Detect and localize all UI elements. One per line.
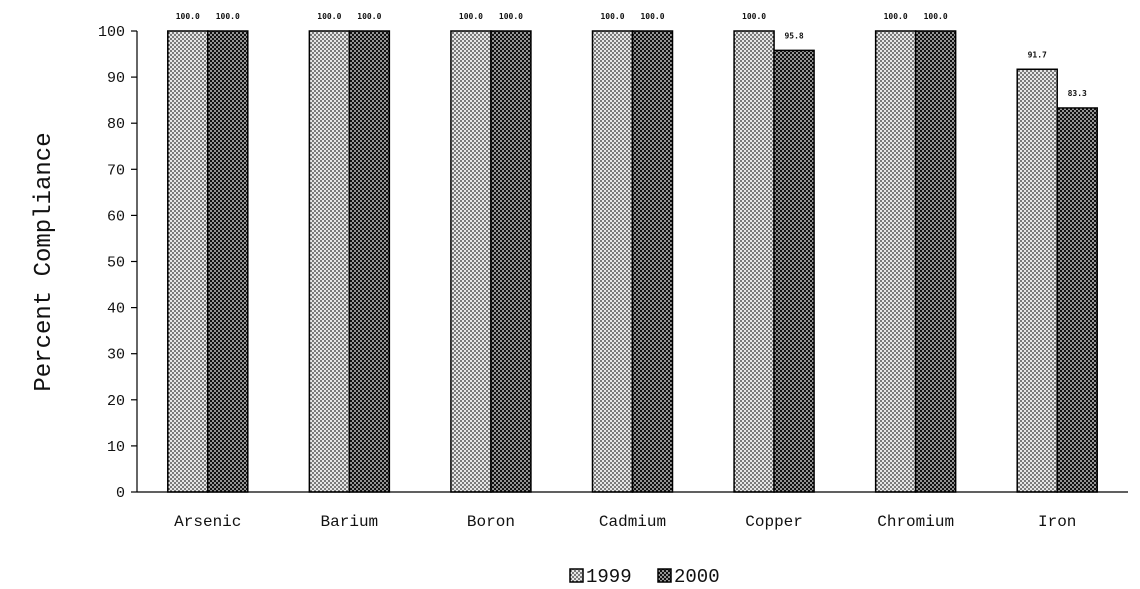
x-tick-label-cadmium: Cadmium: [599, 513, 666, 531]
legend: 1999 2000: [569, 566, 720, 588]
bar-2000-chromium: [914, 30, 957, 493]
x-tick-label-boron: Boron: [467, 513, 515, 531]
data-label-1999-arsenic: 100.0: [176, 12, 200, 21]
bar-1999-copper: [733, 30, 775, 493]
x-tick-label-barium: Barium: [321, 513, 379, 531]
legend-label-2000: 2000: [674, 566, 720, 588]
y-tick-label: 60: [107, 208, 125, 225]
legend-swatch-1999: [569, 568, 584, 583]
y-tick-label: 30: [107, 347, 125, 364]
data-label-1999-cadmium: 100.0: [600, 12, 624, 21]
legend-label-1999: 1999: [586, 566, 632, 588]
y-tick-label: 90: [107, 70, 125, 87]
y-tick-label: 100: [98, 24, 125, 41]
bar-2000-arsenic: [207, 30, 249, 493]
bar-2000-iron: [1056, 107, 1098, 493]
data-label-1999-iron: 91.7: [1028, 50, 1047, 59]
bars: [167, 30, 1098, 493]
bar-2000-barium: [348, 30, 391, 493]
data-label-2000-boron: 100.0: [499, 12, 523, 21]
bar-2000-boron: [490, 30, 532, 493]
x-tick-label-iron: Iron: [1038, 513, 1076, 531]
y-tick-label: 50: [107, 255, 125, 272]
data-label-2000-chromium: 100.0: [924, 12, 948, 21]
y-tick-label: 10: [107, 439, 125, 456]
y-axis: 0 10 20 30 40 50 60 70 80 90 100: [98, 24, 137, 502]
data-labels: 100.0 100.0 100.0 100.0 100.0 100.0 100.0 100.0…: [176, 12, 1087, 98]
data-label-2000-barium: 100.0: [357, 12, 381, 21]
y-tick-label: 0: [116, 485, 125, 502]
y-tick-label: 80: [107, 116, 125, 133]
y-tick-label: 20: [107, 393, 125, 410]
data-label-2000-iron: 83.3: [1068, 89, 1087, 98]
y-axis-label: Percent Compliance: [31, 132, 58, 391]
bar-1999-iron: [1016, 68, 1058, 493]
bar-1999-arsenic: [167, 30, 209, 493]
data-label-1999-barium: 100.0: [317, 12, 341, 21]
data-label-2000-copper: 95.8: [784, 31, 803, 40]
bar-2000-cadmium: [631, 30, 674, 493]
x-tick-label-arsenic: Arsenic: [174, 513, 241, 531]
bar-1999-cadmium: [591, 30, 634, 493]
bar-1999-barium: [308, 30, 351, 493]
bar-1999-chromium: [874, 30, 917, 493]
data-label-1999-boron: 100.0: [459, 12, 483, 21]
x-tick-label-chromium: Chromium: [877, 513, 954, 531]
y-tick-label: 70: [107, 162, 125, 179]
data-label-2000-cadmium: 100.0: [640, 12, 664, 21]
bar-1999-boron: [450, 30, 492, 493]
data-label-1999-chromium: 100.0: [884, 12, 908, 21]
legend-swatch-2000: [657, 568, 672, 583]
x-tick-label-copper: Copper: [745, 513, 803, 531]
x-axis: Arsenic Barium Boron Cadmium Copper Chromium I…: [174, 513, 1076, 531]
bar-2000-copper: [773, 49, 815, 493]
y-tick-label: 40: [107, 301, 125, 318]
data-label-1999-copper: 100.0: [742, 12, 766, 21]
data-label-2000-arsenic: 100.0: [216, 12, 240, 21]
